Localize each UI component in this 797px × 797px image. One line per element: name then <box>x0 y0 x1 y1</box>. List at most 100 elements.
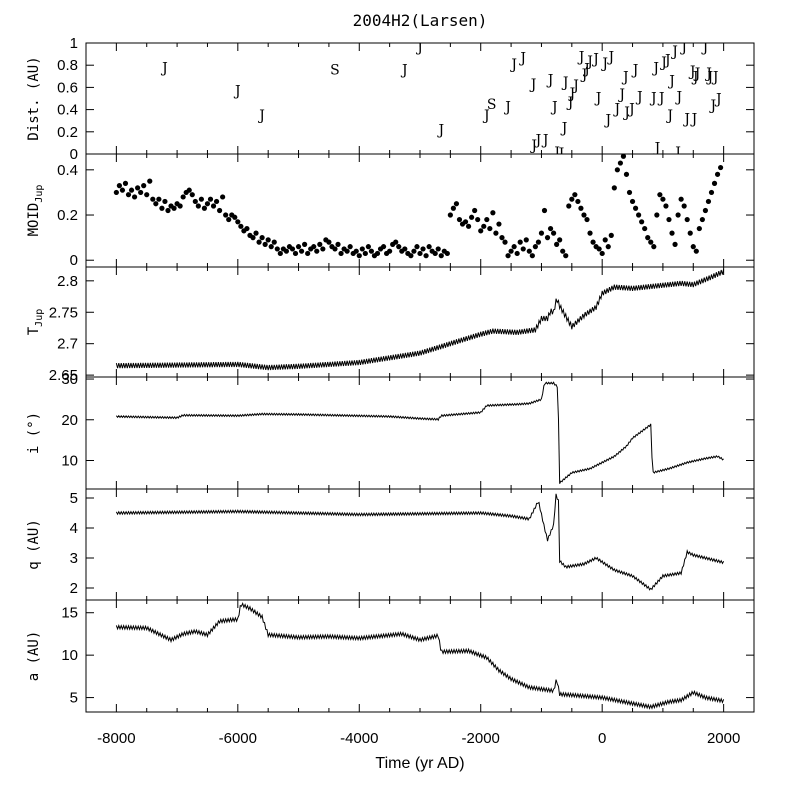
encounter-marker: J <box>400 63 408 79</box>
data-point <box>623 171 630 177</box>
data-point <box>144 192 150 198</box>
y-tick-label: 2.8 <box>57 273 78 290</box>
data-point <box>232 214 238 220</box>
data-point <box>186 187 192 193</box>
data-point <box>645 235 651 241</box>
encounter-marker: J <box>436 123 444 139</box>
data-point <box>347 244 353 250</box>
data-point <box>481 223 487 229</box>
encounter-marker: J <box>509 57 517 73</box>
data-point <box>587 230 593 236</box>
data-point <box>666 216 672 223</box>
data-point <box>554 241 560 247</box>
encounter-marker: J <box>560 120 568 136</box>
data-point <box>657 192 663 198</box>
data-point <box>125 192 132 198</box>
encounter-marker: J <box>233 84 241 100</box>
encounter-marker: J <box>582 62 590 78</box>
data-point <box>256 239 262 245</box>
data-point <box>353 248 359 254</box>
x-tick-label: -2000 <box>462 730 500 747</box>
data-point <box>162 198 168 205</box>
data-point <box>526 248 532 254</box>
encounter-marker: J <box>160 60 168 76</box>
data-point <box>380 244 387 250</box>
data-point <box>575 198 581 205</box>
encounter-marker: J <box>649 90 657 106</box>
data-point <box>423 253 429 259</box>
data-point <box>302 241 308 247</box>
series-line <box>115 381 724 484</box>
data-point <box>326 239 332 245</box>
data-point <box>690 244 696 250</box>
data-point <box>608 232 614 238</box>
panel-frame <box>85 266 755 378</box>
data-point <box>462 219 469 225</box>
data-point <box>699 216 705 223</box>
data-point <box>465 223 472 229</box>
data-point <box>450 205 456 211</box>
data-point <box>547 225 554 232</box>
data-point <box>393 239 399 245</box>
encounter-marker: J <box>701 39 709 55</box>
encounter-marker: J <box>529 77 537 93</box>
data-point <box>122 180 129 186</box>
panel-moid: 0 0.2 0.4 MOIDJup <box>26 153 755 269</box>
y-axis-label-base: MOID <box>26 203 42 237</box>
y-tick-label: 5 <box>70 490 78 507</box>
encounter-marker: J <box>627 101 635 117</box>
y-tick-label: 20 <box>61 412 78 429</box>
data-point <box>314 248 320 254</box>
y-tick-label: 1 <box>70 35 78 52</box>
data-point <box>223 212 229 218</box>
data-layer <box>115 381 724 484</box>
y-tick-label: 0 <box>70 252 78 269</box>
encounter-marker: J <box>557 146 565 162</box>
encounter-marker: J <box>518 50 526 66</box>
encounter-marker: J <box>550 99 558 115</box>
data-point <box>718 164 724 171</box>
y-tick-label: 10 <box>61 452 78 469</box>
y-axis-label: TJup <box>26 309 45 336</box>
data-point <box>128 187 135 193</box>
data-point <box>711 180 718 186</box>
data-point <box>311 244 317 250</box>
encounter-marker: J <box>690 111 698 127</box>
y-axis-label: MOIDJup <box>26 185 45 237</box>
y-tick-label: 2.75 <box>49 304 78 321</box>
data-point <box>435 246 441 252</box>
data-point <box>171 205 177 211</box>
chart-title: 2004H2(Larsen) <box>353 11 488 30</box>
encounter-marker: J <box>529 138 537 154</box>
encounter-marker: J <box>679 39 687 55</box>
data-point <box>138 189 144 196</box>
data-point <box>493 230 499 236</box>
y-tick-label: 15 <box>61 605 78 622</box>
data-point <box>156 196 162 202</box>
data-point <box>572 192 578 198</box>
encounter-marker: J <box>688 64 696 80</box>
panel-frame <box>85 599 755 713</box>
data-point <box>693 248 699 254</box>
y-axis-label-base: T <box>26 326 42 335</box>
data-point <box>611 185 617 191</box>
encounter-marker: J <box>682 111 690 127</box>
encounter-marker: J <box>663 53 671 69</box>
data-point <box>696 225 702 232</box>
data-point <box>374 250 381 257</box>
encounter-marker: J <box>571 78 579 94</box>
data-point <box>675 212 681 218</box>
data-point <box>681 203 687 209</box>
data-point <box>584 216 590 223</box>
data-point <box>180 194 186 200</box>
data-point <box>335 241 341 247</box>
data-point <box>453 201 460 207</box>
encounter-marker: J <box>546 73 554 89</box>
y-axis-label: i (°) <box>26 412 42 454</box>
data-point <box>204 201 211 207</box>
data-point <box>432 250 438 257</box>
x-tick-label: -6000 <box>219 730 257 747</box>
panel-peri: 2 3 4 5 q (AU) <box>26 488 755 601</box>
